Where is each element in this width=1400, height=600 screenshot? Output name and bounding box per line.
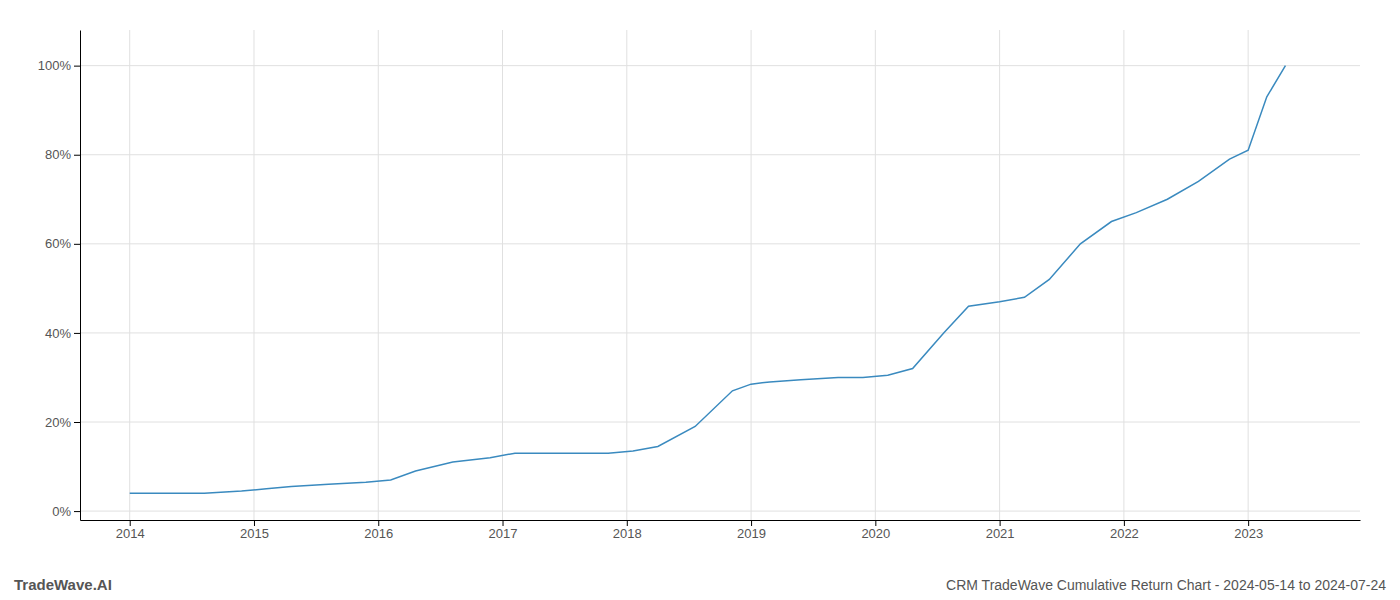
axis-line [81,520,1361,521]
grid-line [80,154,1360,155]
grid-line [80,65,1360,66]
grid-line [751,30,752,520]
grid-line [253,30,254,520]
grid-line [875,30,876,520]
grid-line [999,30,1000,520]
grid-line [80,511,1360,512]
x-tick: 2018 [613,520,642,541]
axis-line [80,31,81,521]
x-tick: 2022 [1110,520,1139,541]
tick-mark [74,422,80,423]
y-tick: 80% [45,147,80,162]
grid [80,30,1360,520]
tick-mark [875,520,876,526]
tick-label: 100% [38,58,72,73]
x-tick: 2021 [986,520,1015,541]
y-tick: 60% [45,236,80,251]
tick-label: 2015 [240,526,269,541]
tick-mark [1124,520,1125,526]
grid-line [1123,30,1124,520]
chart: 2014 2015 2016 2017 2018 2019 2020 2021 2022 2023… [0,0,1400,600]
tick-mark [1000,520,1001,526]
grid-line [80,243,1360,244]
marks [130,66,1286,494]
tick-label: 2022 [1110,526,1139,541]
tick-label: 2021 [986,526,1015,541]
tick-mark [751,520,752,526]
grid-line [80,422,1360,423]
plot-area: 2014 2015 2016 2017 2018 2019 2020 2021 2022 2023… [38,30,1361,541]
tick-label: 40% [45,326,71,341]
x-axis: 2014 2015 2016 2017 2018 2019 2020 2021 2022 2023 [81,520,1361,541]
tick-label: 2014 [116,526,145,541]
tick-mark [74,66,80,67]
tick-label: 60% [45,236,71,251]
x-tick: 2015 [240,520,269,541]
title: CRM TradeWave Cumulative Return Chart - … [946,577,1386,593]
tick-mark [130,520,131,526]
x-tick: 2014 [116,520,145,541]
tick-label: 2020 [861,526,890,541]
tick-label: 2018 [613,526,642,541]
grid-line [1248,30,1249,520]
x-tick: 2023 [1234,520,1263,541]
x-tick: 2016 [364,520,393,541]
tick-mark [74,244,80,245]
tick-label: 2016 [364,526,393,541]
y-axis: 0% 20% 40% 60% 80% 100% [38,31,81,521]
tick-mark [503,520,504,526]
x-tick: 2019 [737,520,766,541]
tick-label: 80% [45,147,71,162]
grid-line [378,30,379,520]
tick-mark [254,520,255,526]
tick-label: 2023 [1234,526,1263,541]
grid-line [502,30,503,520]
tick-label: 20% [45,415,71,430]
x-tick: 2020 [861,520,890,541]
grid-line [129,30,130,520]
tick-mark [74,333,80,334]
line [130,66,1286,494]
y-tick: 40% [45,326,80,341]
tick-mark [74,155,80,156]
tick-mark [1248,520,1249,526]
tick-label: 2017 [489,526,518,541]
grid-line [80,332,1360,333]
x-tick: 2017 [489,520,518,541]
tick-mark [378,520,379,526]
watermark: TradeWave.AI [14,576,112,593]
tick-label: 0% [52,504,71,519]
grid-line [626,30,627,520]
y-tick: 20% [45,415,80,430]
y-tick: 0% [52,504,80,519]
tick-mark [74,511,80,512]
tick-label: 2019 [737,526,766,541]
y-tick: 100% [38,58,80,73]
tick-mark [627,520,628,526]
